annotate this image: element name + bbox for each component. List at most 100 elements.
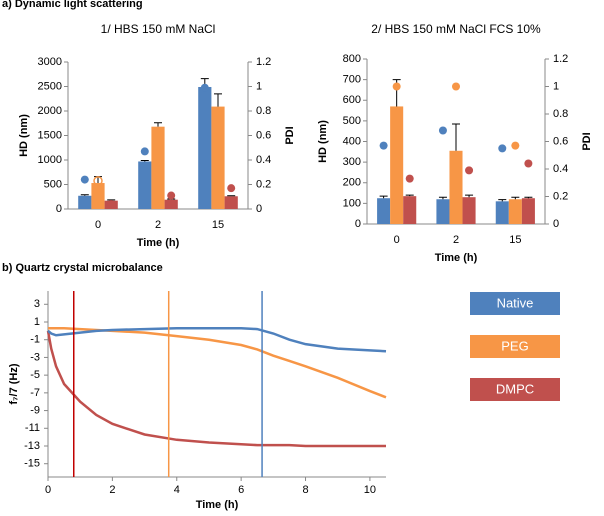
error-bar bbox=[465, 194, 474, 198]
y-tick-label: -3 bbox=[30, 351, 40, 363]
bar bbox=[495, 201, 509, 224]
x-tick-label: 15 bbox=[212, 219, 224, 231]
error-bar bbox=[511, 196, 520, 200]
y-tick-label: 1500 bbox=[38, 129, 62, 141]
pdi-point bbox=[379, 141, 388, 150]
y2-tick-label: 0 bbox=[553, 218, 559, 230]
line-series bbox=[48, 326, 387, 399]
y-tick-label: -1 bbox=[30, 334, 40, 346]
bar bbox=[198, 86, 212, 209]
line-series bbox=[46, 330, 386, 448]
x-tick-label: 0 bbox=[45, 484, 51, 496]
bar bbox=[377, 198, 391, 224]
y-tick-label: 0 bbox=[355, 218, 361, 230]
bar bbox=[449, 150, 463, 224]
chart-title: 2/ HBS 150 mM NaCl FCS 10% bbox=[371, 22, 541, 36]
y-axis-label: HD (nm) bbox=[18, 114, 30, 157]
y2-tick-label: 0.8 bbox=[256, 105, 271, 117]
pdi-point bbox=[227, 184, 236, 193]
error-bar bbox=[498, 199, 507, 202]
x-axis-label: Time (h) bbox=[435, 252, 478, 264]
y2-axis-label: PDI bbox=[581, 132, 593, 150]
x-tick-label: 8 bbox=[302, 484, 308, 496]
bar bbox=[151, 126, 165, 209]
y-tick-label: 200 bbox=[343, 177, 361, 189]
bar bbox=[138, 161, 152, 209]
pdi-point bbox=[167, 191, 176, 200]
x-tick-label: 2 bbox=[453, 234, 459, 246]
y2-tick-label: 0.8 bbox=[553, 108, 568, 120]
legend-label: Native bbox=[497, 295, 534, 310]
y-tick-label: 2000 bbox=[38, 105, 62, 117]
error-bar bbox=[80, 194, 89, 196]
error-bar bbox=[438, 196, 447, 200]
y-tick-label: 500 bbox=[343, 115, 361, 127]
x-axis-label: Time (h) bbox=[137, 237, 180, 249]
bar bbox=[91, 183, 105, 209]
legend-swatch bbox=[470, 335, 560, 358]
y2-tick-label: 0.6 bbox=[256, 129, 271, 141]
y-tick-label: 500 bbox=[44, 178, 62, 190]
y2-tick-label: 1.2 bbox=[256, 56, 271, 68]
x-tick-label: 2 bbox=[155, 219, 161, 231]
y2-tick-label: 1.2 bbox=[553, 53, 568, 65]
bar bbox=[390, 106, 404, 224]
x-tick-label: 2 bbox=[109, 484, 115, 496]
x-tick-label: 4 bbox=[174, 484, 180, 496]
pdi-point bbox=[80, 175, 89, 184]
section-heading: a) Dynamic light scattering bbox=[2, 0, 143, 10]
pdi-point bbox=[511, 141, 520, 150]
y-tick-label: 2500 bbox=[38, 80, 62, 92]
error-bar bbox=[154, 122, 162, 127]
y-tick-label: 0 bbox=[56, 203, 62, 215]
y2-axis-label: PDI bbox=[284, 126, 296, 144]
pdi-point bbox=[93, 176, 103, 186]
bar bbox=[224, 196, 238, 209]
y-tick-label: 400 bbox=[343, 135, 361, 147]
y-tick-label: 800 bbox=[343, 53, 361, 65]
y-tick-label: -15 bbox=[24, 458, 40, 470]
bar bbox=[508, 199, 522, 224]
x-axis-label: Time (h) bbox=[196, 499, 239, 511]
pdi-point bbox=[405, 174, 414, 183]
pdi-point bbox=[153, 157, 163, 168]
error-bar bbox=[140, 159, 149, 162]
error-bar bbox=[379, 195, 388, 199]
y-tick-label: -9 bbox=[30, 404, 40, 416]
y-axis-label: f₇/7 (Hz) bbox=[8, 363, 20, 404]
pdi-point bbox=[438, 126, 447, 135]
y-tick-label: 100 bbox=[343, 197, 361, 209]
y2-tick-label: 0.4 bbox=[553, 163, 568, 175]
y-tick-label: 1 bbox=[34, 316, 40, 328]
x-tick-label: 6 bbox=[238, 484, 244, 496]
error-bar bbox=[452, 123, 460, 151]
bar bbox=[462, 197, 476, 224]
pdi-point bbox=[200, 83, 209, 92]
y2-tick-label: 0.2 bbox=[553, 190, 568, 202]
line-series bbox=[47, 326, 387, 353]
y-tick-label: 3000 bbox=[38, 56, 62, 68]
y-tick-label: -5 bbox=[30, 369, 40, 381]
pdi-point bbox=[465, 166, 474, 175]
x-tick-label: 15 bbox=[509, 234, 521, 246]
bar bbox=[403, 196, 417, 224]
error-bar bbox=[214, 93, 222, 107]
bar bbox=[211, 106, 225, 209]
legend-label: DMPC bbox=[496, 381, 534, 396]
section-heading: b) Quartz crystal microbalance bbox=[2, 262, 163, 274]
chart-title: 1/ HBS 150 mM NaCl bbox=[101, 22, 216, 36]
y2-tick-label: 1 bbox=[256, 80, 262, 92]
legend-swatch bbox=[470, 378, 560, 401]
x-tick-label: 0 bbox=[394, 234, 400, 246]
pdi-point bbox=[524, 159, 533, 168]
bar bbox=[436, 199, 450, 224]
bar bbox=[78, 195, 92, 209]
bar bbox=[521, 198, 535, 224]
pdi-point bbox=[213, 123, 223, 133]
y-tick-label: -13 bbox=[24, 440, 40, 452]
y2-tick-label: 0 bbox=[256, 203, 262, 215]
y-tick-label: 700 bbox=[343, 74, 361, 86]
y-tick-label: 3 bbox=[34, 298, 40, 310]
